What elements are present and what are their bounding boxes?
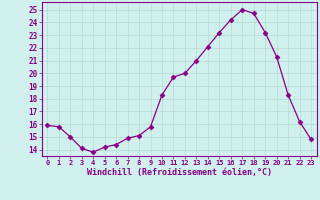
X-axis label: Windchill (Refroidissement éolien,°C): Windchill (Refroidissement éolien,°C) (87, 168, 272, 177)
